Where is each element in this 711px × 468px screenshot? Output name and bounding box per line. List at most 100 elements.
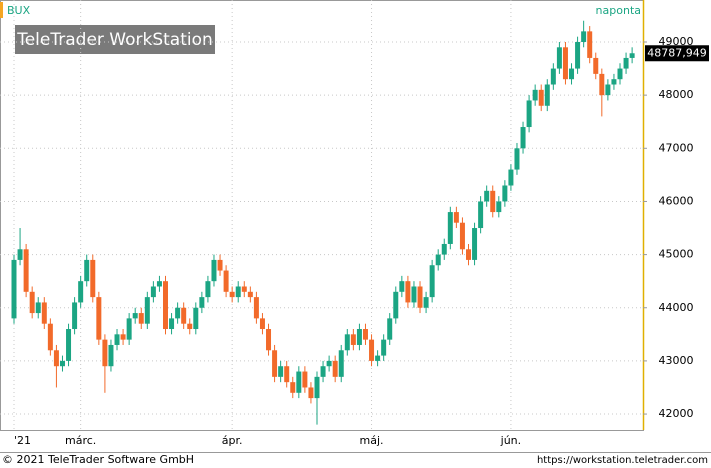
candle-body [47, 323, 53, 351]
candle-body [241, 286, 247, 292]
x-tick-label: máj. [360, 434, 384, 447]
candle-body [326, 360, 332, 367]
candle-body [459, 222, 465, 250]
y-tick-label: 44000 [659, 301, 694, 314]
candle-body [538, 89, 544, 106]
candle-body [108, 344, 114, 367]
candle-body [247, 291, 253, 298]
candle-body [435, 254, 441, 266]
candle-body [478, 201, 484, 229]
candle-body [387, 318, 393, 340]
symbol-marker [0, 2, 3, 18]
y-tick-label: 49000 [659, 35, 694, 48]
candle-body [502, 185, 508, 202]
candle-body [544, 84, 550, 106]
y-tick-label: 43000 [659, 354, 694, 367]
candle-body [211, 259, 217, 282]
candle-body [629, 53, 635, 58]
candle-body [562, 47, 568, 80]
candle-body [314, 376, 320, 399]
candle-body [453, 212, 459, 223]
candle-body [569, 68, 575, 80]
y-tick-label: 45000 [659, 248, 694, 261]
candle-body [441, 243, 447, 255]
candle-body [90, 259, 96, 298]
candle-body [399, 281, 405, 292]
candle-body [284, 366, 290, 383]
candle-body [581, 31, 587, 42]
candle-body [59, 360, 65, 367]
candle-body [163, 281, 168, 330]
candle-body [72, 302, 78, 330]
x-tick-label: márc. [65, 434, 96, 447]
candle-body [375, 355, 381, 361]
candle-body [302, 371, 308, 388]
watermark: TeleTrader WorkStation [16, 30, 213, 50]
candle-body [278, 366, 284, 377]
candle-body [508, 169, 514, 186]
candle-body [217, 259, 223, 271]
x-tick-label: '21 [14, 434, 31, 447]
candle-body [472, 228, 478, 260]
candle-body [587, 31, 593, 58]
candle-body [514, 148, 520, 170]
candle-body [235, 286, 241, 298]
y-tick-label: 48000 [659, 88, 694, 101]
candle-body [484, 190, 490, 202]
candle-body [550, 68, 556, 85]
candle-body [381, 339, 387, 356]
candle-body [356, 329, 362, 345]
candle-body [369, 339, 375, 361]
candle-body [417, 286, 423, 308]
candle-body [344, 334, 350, 351]
candle-body [53, 350, 59, 367]
candle-body [296, 371, 302, 393]
candle-body [84, 259, 90, 282]
candle-body [259, 318, 265, 330]
x-tick-label: ápr. [222, 434, 243, 447]
candle-body [205, 281, 211, 298]
candle-body [181, 307, 187, 324]
candle-body [338, 350, 344, 377]
candle-body [187, 323, 193, 330]
candle-body [150, 286, 156, 298]
last-price-label: 48787,949 [647, 46, 707, 59]
candle-body [429, 265, 435, 298]
candle-body [350, 334, 356, 345]
y-tick-label: 47000 [659, 141, 694, 154]
candle-body [120, 334, 126, 340]
candle-body [593, 57, 599, 74]
candle-body [466, 249, 471, 260]
candle-body [496, 201, 502, 213]
interval: naponta [596, 4, 641, 17]
candle-body [78, 281, 84, 303]
candle-body [126, 318, 132, 340]
candle-body [611, 79, 617, 85]
candle-body [29, 291, 35, 314]
candle-body [520, 127, 526, 149]
candle-body [272, 350, 278, 377]
candle-body [617, 68, 623, 80]
candle-body [175, 307, 181, 319]
candle-body [23, 249, 29, 292]
candle-body [193, 307, 199, 330]
candle-body [290, 382, 296, 393]
candle-body [114, 334, 120, 345]
candle-body [229, 291, 235, 298]
candle-body [526, 100, 532, 128]
candle-body [447, 212, 453, 244]
watermark-box [15, 25, 215, 54]
candle-body [223, 270, 229, 292]
candle-body [199, 297, 205, 308]
candle-body [599, 73, 605, 96]
candle-body [623, 57, 629, 69]
candle-body [35, 302, 41, 314]
candle-body [490, 190, 496, 213]
candle-body [156, 281, 162, 287]
candle-body [102, 339, 108, 367]
candle-body [362, 329, 368, 340]
candle-body [411, 286, 417, 303]
candle-body [169, 318, 175, 330]
